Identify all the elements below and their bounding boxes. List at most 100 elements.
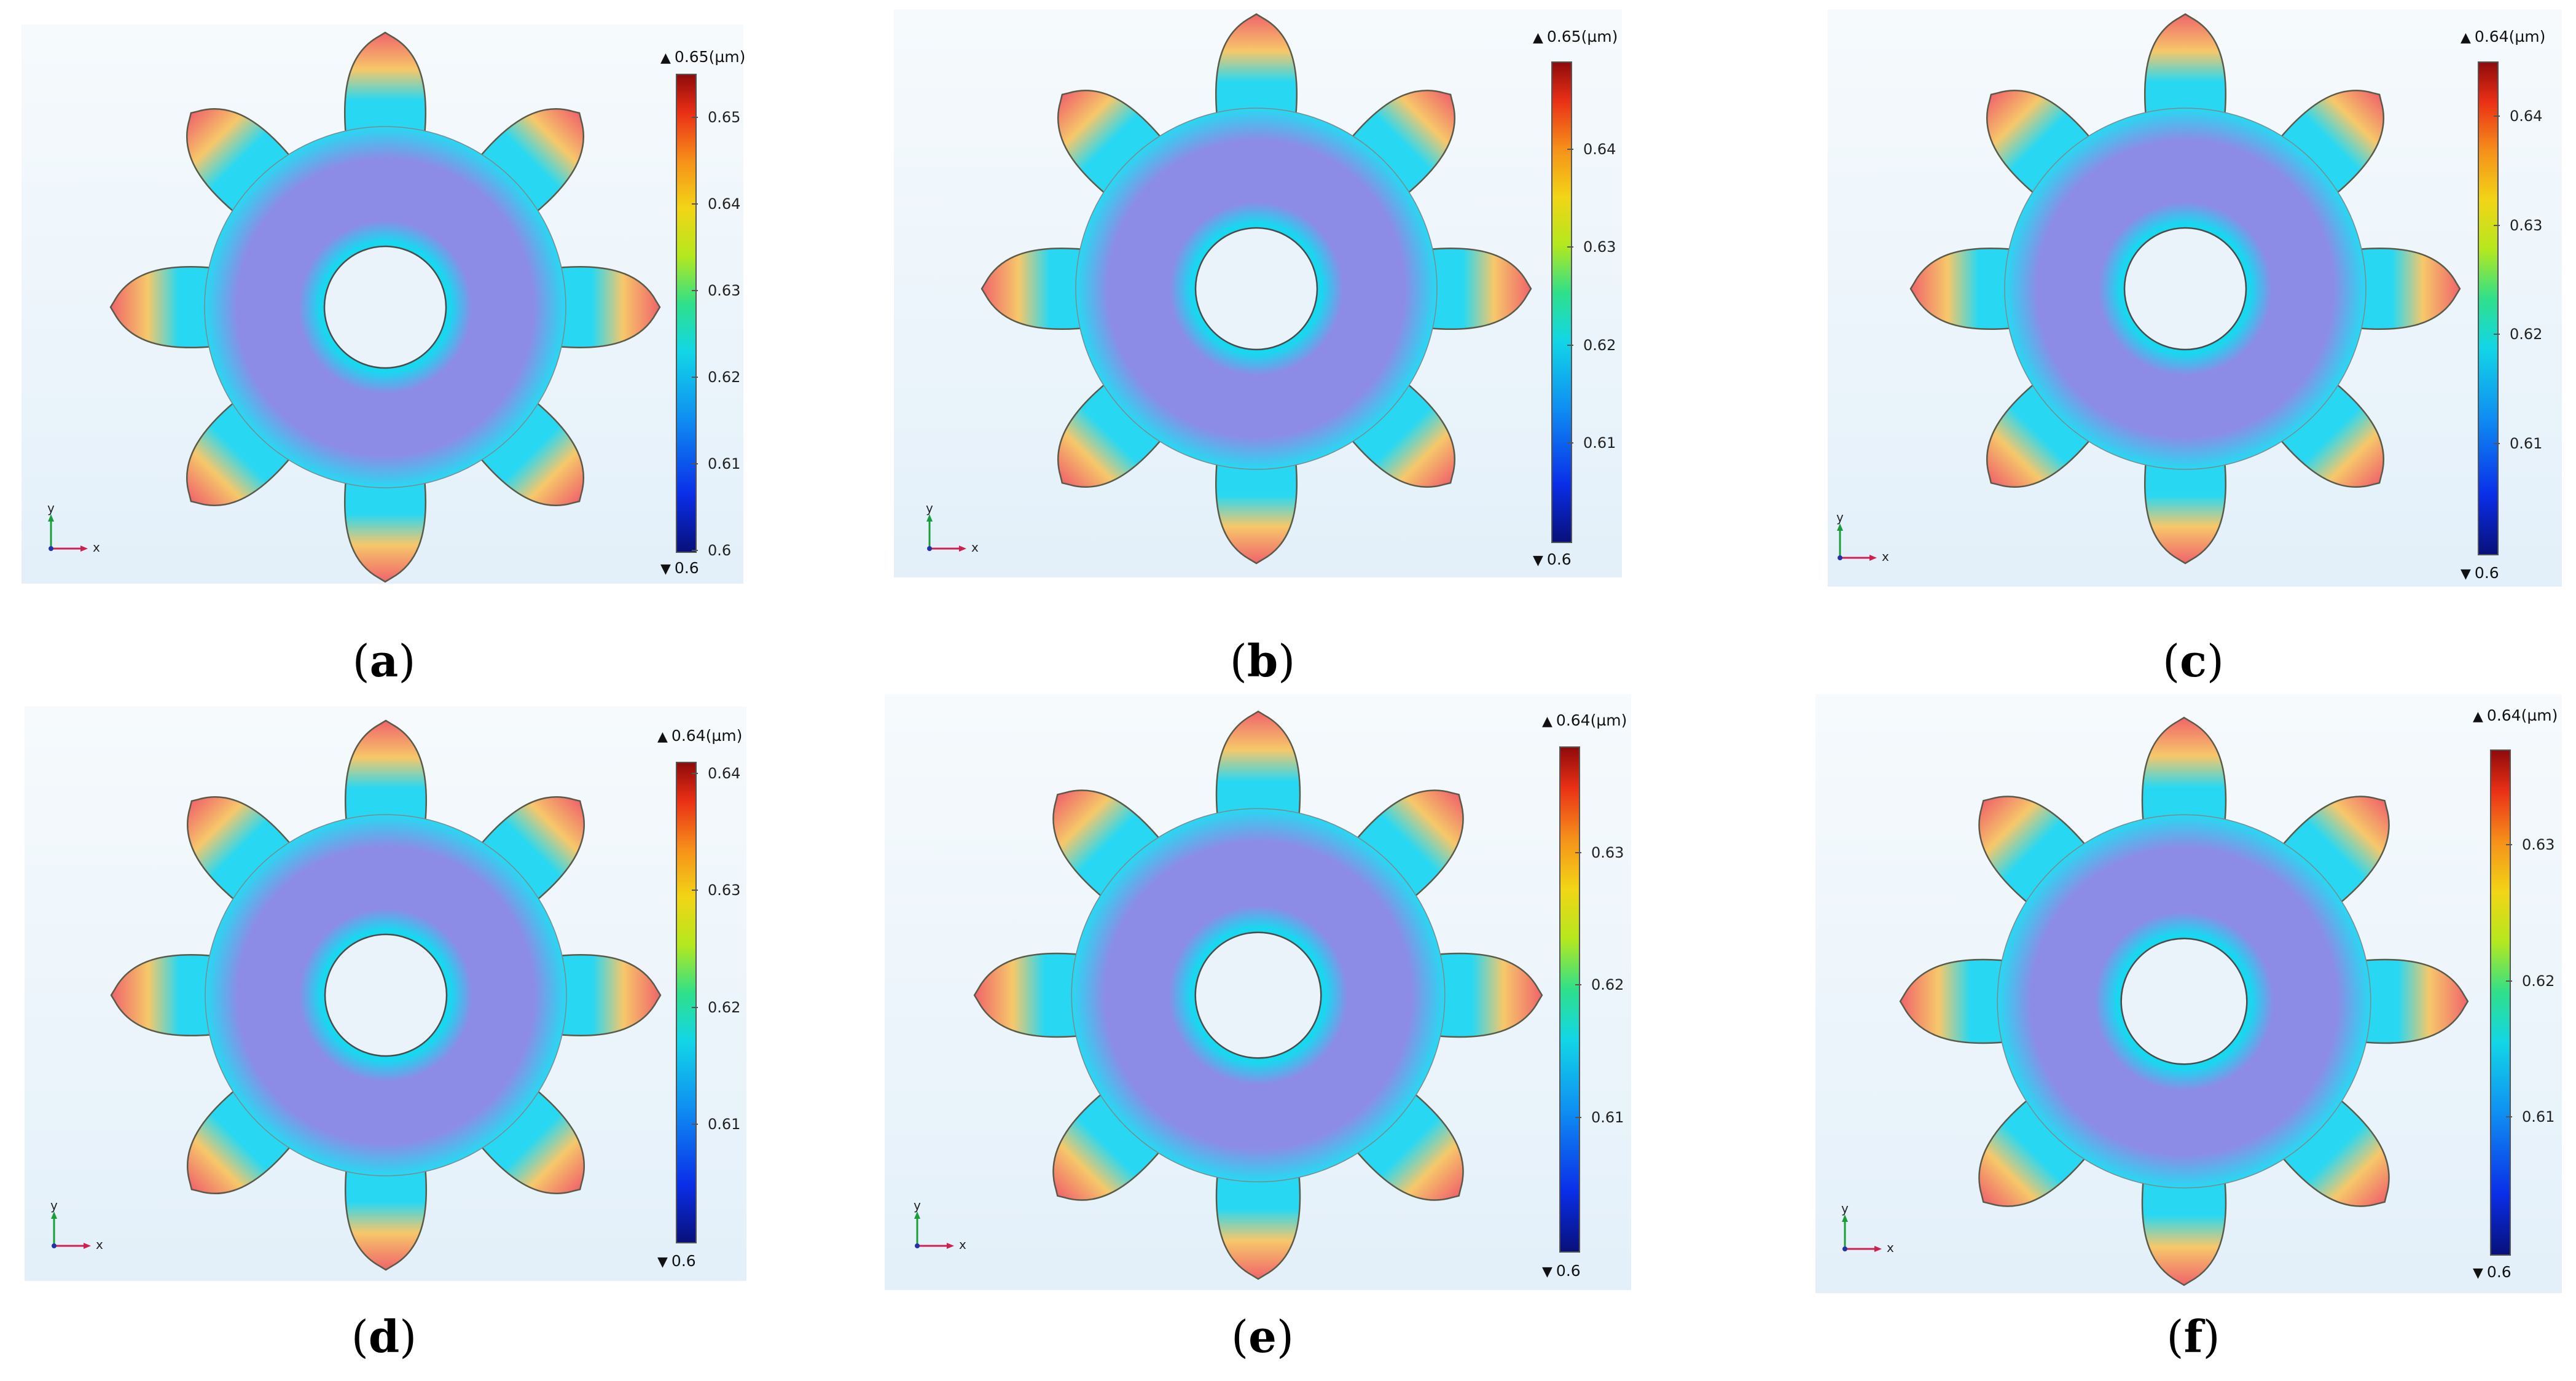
legend-max-value: 0.65(µm)	[1546, 28, 1618, 45]
gear-tooth	[1215, 1150, 1301, 1280]
gear-tooth	[344, 719, 428, 845]
color-legend-tick: 0.61	[2505, 1108, 2555, 1126]
gear-tooth	[536, 953, 662, 1037]
triangle-up-icon: ▲	[2473, 709, 2483, 724]
gear-bore	[2123, 227, 2247, 351]
color-legend-tick: 0.61	[1567, 434, 1616, 452]
gear-contour-plot	[1899, 716, 2469, 1286]
color-legend-min: ▼ 0.6	[660, 560, 699, 576]
gear-bore	[324, 933, 448, 1057]
gear-tooth	[344, 1145, 428, 1271]
x-axis-label: x	[96, 1237, 103, 1252]
color-legend-tick: 0.62	[1567, 336, 1616, 354]
color-legend-tick: 0.62	[1575, 976, 1624, 994]
color-legend-tick: 0.64	[691, 765, 741, 783]
y-axis-label: y	[1841, 1201, 1849, 1216]
x-axis-label: x	[959, 1237, 966, 1252]
gear-tooth	[2143, 13, 2227, 139]
color-legend-tick: 0.63	[1567, 238, 1616, 256]
y-axis-label: y	[914, 1198, 921, 1213]
color-legend-bar	[2490, 749, 2511, 1256]
color-legend-tick: 0.6	[691, 542, 732, 559]
legend-max-value: 0.64(µm)	[1556, 711, 1627, 729]
axis-arrows-icon	[914, 1211, 954, 1249]
caption-b: (b)	[1229, 635, 1296, 687]
color-legend-max: ▲ 0.64(µm)	[1542, 713, 1627, 729]
caption-d: (d)	[351, 1310, 417, 1363]
y-axis-label: y	[47, 501, 55, 515]
color-legend-bar	[2478, 61, 2499, 555]
axis-arrows-icon	[48, 514, 88, 552]
axis-arrows-icon	[1842, 1215, 1882, 1252]
axis-triad: y x	[49, 1199, 123, 1253]
color-legend-max: ▲ 0.64(µm)	[2473, 708, 2558, 724]
legend-min-value: 0.6	[1556, 1262, 1581, 1280]
triangle-down-icon: ▼	[2461, 566, 2471, 582]
color-legend-bar	[676, 74, 697, 553]
gear-contour-plot	[1909, 13, 2461, 565]
legend-max-value: 0.64(µm)	[2474, 28, 2546, 45]
triangle-down-icon: ▼	[1542, 1264, 1552, 1280]
gear-bore	[1194, 227, 1318, 351]
color-legend-bar	[676, 762, 697, 1243]
color-legend-min: ▼ 0.6	[1542, 1263, 1581, 1279]
gear-tooth	[343, 457, 427, 583]
gear-bore	[2120, 937, 2248, 1065]
triangle-down-icon: ▼	[660, 561, 671, 577]
legend-min-value: 0.6	[2474, 564, 2499, 582]
panel-d: ▲ 0.64(µm) ▼ 0.6 y x 0.64 0.63 0.62 0.61	[25, 706, 746, 1281]
color-legend-max: ▲ 0.64(µm)	[2461, 29, 2545, 45]
color-legend-tick: 0.63	[2493, 216, 2543, 234]
plot-area: ▲ 0.65(µm) ▼ 0.6 y x 0.64 0.63 0.62 0.61	[894, 9, 1622, 577]
panel-e: ▲ 0.64(µm) ▼ 0.6 y x 0.63 0.62 0.61	[885, 694, 1631, 1290]
triangle-up-icon: ▲	[657, 729, 668, 745]
gear-tooth	[110, 953, 236, 1037]
color-legend-tick: 0.62	[2505, 972, 2555, 990]
gear-tooth	[2141, 1156, 2227, 1286]
gear-tooth	[2141, 716, 2227, 847]
color-legend-tick: 0.62	[691, 998, 741, 1016]
triangle-down-icon: ▼	[2473, 1266, 2483, 1281]
gear-tooth	[109, 265, 235, 349]
plot-area: ▲ 0.64(µm) ▼ 0.6 y x 0.64 0.63 0.62 0.61	[25, 706, 746, 1281]
axis-triad: y x	[46, 502, 120, 556]
color-legend-min: ▼ 0.6	[2461, 565, 2499, 581]
color-legend-min: ▼ 0.6	[657, 1253, 696, 1269]
color-legend-tick: 0.65	[691, 108, 741, 126]
color-legend-tick: 0.62	[691, 368, 741, 386]
color-legend-tick: 0.61	[691, 1115, 741, 1133]
panel-f: ▲ 0.64(µm) ▼ 0.6 y x 0.63 0.62 0.61	[1815, 694, 2562, 1293]
color-legend-max: ▲ 0.64(µm)	[657, 728, 742, 744]
gear-tooth	[1215, 710, 1301, 840]
gear-tooth	[981, 247, 1106, 331]
gear-tooth	[2335, 247, 2461, 331]
axis-triad: y x	[1840, 1202, 1914, 1256]
plot-area: ▲ 0.64(µm) ▼ 0.6 y x 0.63 0.62 0.61	[885, 694, 1631, 1290]
panel-c: ▲ 0.64(µm) ▼ 0.6 y x 0.64 0.63 0.62 0.61	[1828, 9, 2562, 587]
color-legend-tick: 0.62	[2493, 326, 2543, 343]
gear-tooth	[343, 31, 427, 157]
legend-min-value: 0.6	[1546, 550, 1572, 568]
gear-contour-plot	[109, 31, 661, 583]
triangle-up-icon: ▲	[2461, 30, 2471, 45]
gear-tooth	[2143, 439, 2227, 565]
axis-triad: y x	[1835, 511, 1909, 565]
gear-tooth	[1909, 247, 2035, 331]
gear-tooth	[1406, 247, 1532, 331]
legend-min-value: 0.6	[671, 1252, 696, 1270]
legend-min-value: 0.6	[2486, 1263, 2511, 1281]
caption-e: (e)	[1231, 1310, 1294, 1363]
color-legend-tick: 0.63	[1575, 843, 1624, 861]
panel-b: ▲ 0.65(µm) ▼ 0.6 y x 0.64 0.63 0.62 0.61	[894, 9, 1622, 577]
color-legend-tick: 0.63	[2505, 836, 2555, 854]
gear-bore	[1194, 931, 1322, 1059]
plot-area: ▲ 0.64(µm) ▼ 0.6 y x 0.64 0.63 0.62 0.61	[1828, 9, 2562, 587]
triangle-down-icon: ▼	[1533, 553, 1543, 568]
color-legend-tick: 0.63	[691, 882, 741, 899]
gear-tooth	[535, 265, 661, 349]
gear-contour-plot	[973, 710, 1543, 1280]
axis-arrows-icon	[51, 1211, 91, 1249]
gear-bore	[323, 245, 447, 369]
axis-arrows-icon	[926, 514, 966, 552]
